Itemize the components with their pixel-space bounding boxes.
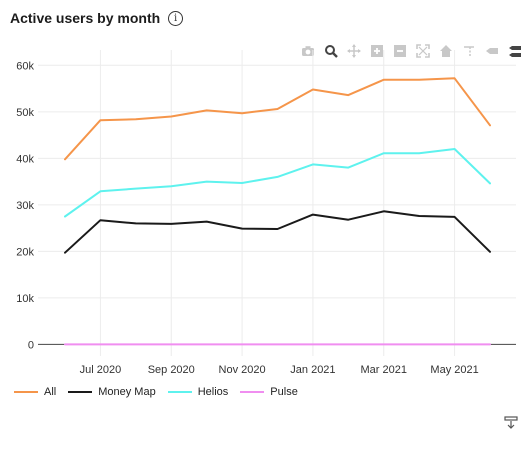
chart-area[interactable]: 0 10k 20k 30k 40k 50k 60k Jul 2020 Sep 2020 Nov … xyxy=(0,0,530,380)
download-icon[interactable] xyxy=(504,416,518,430)
plot-lines xyxy=(64,77,491,346)
chart-header: Active users by month i xyxy=(10,10,184,26)
legend-label-all: All xyxy=(44,386,57,398)
series-line-helios[interactable] xyxy=(64,148,491,218)
legend-swatch-all xyxy=(14,391,38,393)
y-tick-label: 40k xyxy=(16,153,34,165)
legend-item-helios[interactable]: Helios xyxy=(167,386,229,398)
legend-item-all[interactable]: All xyxy=(14,386,56,398)
x-tick-label: Nov 2020 xyxy=(219,364,266,376)
x-tick-label: Sep 2020 xyxy=(148,364,195,376)
y-tick-label: 0 xyxy=(28,339,34,351)
y-tick-label: 20k xyxy=(16,246,34,258)
legend-label-money-map: Money Map xyxy=(98,386,156,398)
modebar xyxy=(301,44,522,58)
y-axis: 0 10k 20k 30k 40k 50k 60k xyxy=(16,60,34,351)
legend-swatch-pulse xyxy=(240,391,265,393)
legend: All Money Map Helios Pulse xyxy=(14,386,298,398)
y-tick-label: 50k xyxy=(16,107,34,119)
zoom-in-icon[interactable] xyxy=(370,44,384,58)
legend-swatch-money-map xyxy=(68,391,93,393)
zoom-icon[interactable] xyxy=(324,44,338,58)
legend-label-helios: Helios xyxy=(197,386,229,398)
hover-compare-icon[interactable] xyxy=(508,44,522,58)
chart-title: Active users by month xyxy=(10,10,161,26)
camera-icon[interactable] xyxy=(301,44,315,58)
legend-item-pulse[interactable]: Pulse xyxy=(240,386,298,398)
pan-icon[interactable] xyxy=(347,44,361,58)
zoom-out-icon[interactable] xyxy=(393,44,407,58)
y-tick-label: 30k xyxy=(16,200,34,212)
info-icon[interactable]: i xyxy=(168,10,184,26)
y-tick-label: 60k xyxy=(16,60,34,72)
reset-axes-icon[interactable] xyxy=(439,44,453,58)
legend-item-money-map[interactable]: Money Map xyxy=(68,386,156,398)
grid-lines xyxy=(38,50,516,356)
x-tick-label: Jan 2021 xyxy=(290,364,335,376)
spike-lines-icon[interactable] xyxy=(462,44,476,58)
y-tick-label: 10k xyxy=(16,293,34,305)
x-tick-label: Jul 2020 xyxy=(80,364,122,376)
series-line-all[interactable] xyxy=(64,77,491,161)
legend-swatch-helios xyxy=(167,391,192,393)
autoscale-icon[interactable] xyxy=(416,44,430,58)
legend-label-pulse: Pulse xyxy=(270,386,298,398)
x-axis: Jul 2020 Sep 2020 Nov 2020 Jan 2021 Mar 2021… xyxy=(80,364,479,376)
x-tick-label: Mar 2021 xyxy=(361,364,407,376)
series-line-money-map[interactable] xyxy=(64,210,491,254)
x-tick-label: May 2021 xyxy=(430,364,478,376)
hover-closest-icon[interactable] xyxy=(485,44,499,58)
